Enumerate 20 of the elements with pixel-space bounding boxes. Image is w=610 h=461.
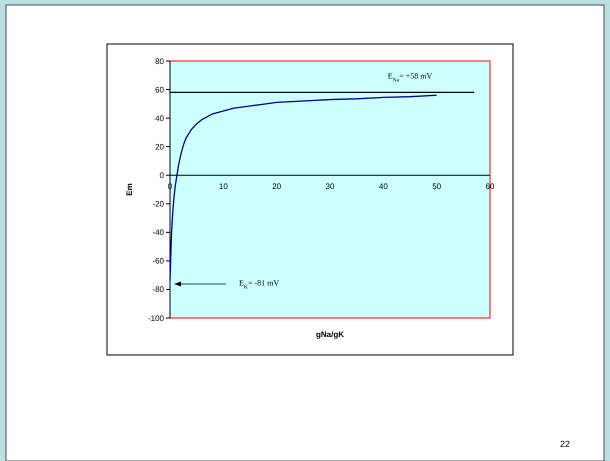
x-tick-label: 40 [378,182,388,192]
annotation: E$_{K}$= -81 mV [239,278,280,291]
annotation: E$_{Na}$= +58 mV [388,71,432,84]
y-tick-label: -20 [152,200,165,209]
y-axis-title: Em [125,183,134,196]
x-tick-label: 20 [272,182,282,192]
y-tick-label: -60 [152,256,165,266]
y-tick-label: -40 [152,228,165,238]
y-tick-label: 40 [155,114,165,123]
text: 22 [560,439,570,449]
x-tick-label: 30 [326,182,335,192]
x-tick-label: 50 [432,182,442,192]
x-axis-title: gNa/gK [316,330,344,339]
y-tick-label: 20 [155,142,165,152]
y-tick-label: -80 [152,285,165,294]
y-tick-label: 0 [160,171,165,180]
y-tick-label: 60 [155,85,165,94]
x-tick-label: 10 [218,182,228,192]
y-tick-label: -100 [148,314,165,323]
y-tick-label: 80 [155,56,165,66]
